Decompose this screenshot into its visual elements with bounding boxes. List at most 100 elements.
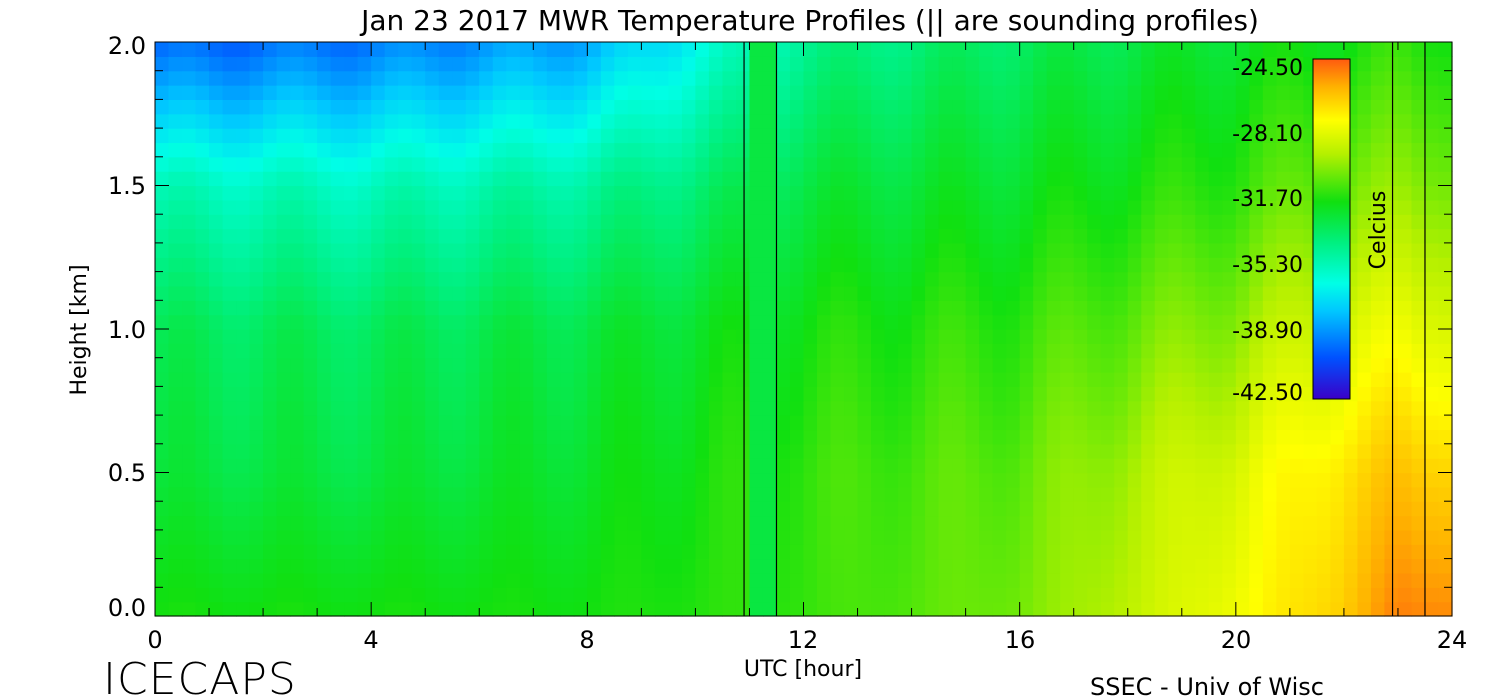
heatmap-cell xyxy=(1343,601,1359,617)
heatmap-cell xyxy=(1397,515,1413,531)
heatmap-cell xyxy=(871,587,886,603)
heatmap-cell xyxy=(263,472,278,488)
heatmap-cell xyxy=(965,42,980,57)
heatmap-cell xyxy=(506,271,521,287)
heatmap-cell xyxy=(1249,443,1264,459)
heatmap-cell xyxy=(236,214,251,230)
heatmap-cell xyxy=(222,228,237,244)
heatmap-cell xyxy=(222,300,237,316)
heatmap-cell xyxy=(1384,42,1399,57)
heatmap-cell xyxy=(492,70,507,86)
heatmap-cell xyxy=(560,56,575,72)
heatmap-cell xyxy=(168,300,183,316)
heatmap-cell xyxy=(384,329,399,344)
heatmap-cell xyxy=(803,572,818,588)
heatmap-cell xyxy=(1046,199,1061,215)
heatmap-cell xyxy=(155,357,170,373)
heatmap-cell xyxy=(1127,458,1142,474)
heatmap-cell xyxy=(735,587,751,603)
heatmap-cell xyxy=(1438,42,1453,57)
heatmap-cell xyxy=(1343,501,1359,517)
heatmap-cell xyxy=(236,257,251,273)
heatmap-cell xyxy=(1208,199,1223,215)
heatmap-cell xyxy=(1316,558,1332,574)
heatmap-cell xyxy=(384,587,399,603)
heatmap-cell xyxy=(938,113,953,129)
heatmap-cell xyxy=(1154,601,1169,617)
heatmap-cell xyxy=(1073,501,1088,517)
heatmap-cell xyxy=(155,70,170,86)
heatmap-cell xyxy=(1019,429,1034,445)
heatmap-cell xyxy=(371,171,386,187)
heatmap-cell xyxy=(1357,400,1372,416)
heatmap-cell xyxy=(195,56,210,72)
heatmap-cell xyxy=(1411,386,1426,402)
heatmap-cell xyxy=(735,343,751,359)
heatmap-cell xyxy=(1168,257,1183,273)
heatmap-cell xyxy=(1249,515,1264,531)
heatmap-cell xyxy=(276,443,291,459)
heatmap-cell xyxy=(209,185,224,201)
heatmap-cell xyxy=(479,214,494,230)
heatmap-cell xyxy=(398,257,413,273)
heatmap-cell xyxy=(871,429,886,445)
heatmap-cell xyxy=(600,329,615,344)
heatmap-cell xyxy=(506,314,521,330)
heatmap-cell xyxy=(168,42,183,57)
heatmap-cell xyxy=(830,42,845,57)
heatmap-cell xyxy=(1114,300,1129,316)
heatmap-cell xyxy=(155,544,170,560)
heatmap-cell xyxy=(1060,529,1075,545)
heatmap-cell xyxy=(1289,587,1304,603)
heatmap-cell xyxy=(1100,429,1115,445)
heatmap-cell xyxy=(600,443,615,459)
heatmap-cell xyxy=(1289,185,1304,201)
heatmap-cell xyxy=(1357,99,1372,115)
heatmap-cell xyxy=(425,300,440,316)
heatmap-cell xyxy=(1181,257,1196,273)
heatmap-cell xyxy=(668,415,683,431)
heatmap-cell xyxy=(411,486,426,502)
heatmap-cell xyxy=(519,314,534,330)
heatmap-cell xyxy=(1397,486,1413,502)
heatmap-cell xyxy=(803,300,818,316)
heatmap-cell xyxy=(263,329,278,344)
heatmap-cell xyxy=(1262,529,1277,545)
heatmap-cell xyxy=(654,558,669,574)
heatmap-cell xyxy=(411,142,426,158)
heatmap-cell xyxy=(357,486,372,502)
heatmap-cell xyxy=(209,85,224,100)
heatmap-cell xyxy=(830,429,845,445)
heatmap-cell xyxy=(330,544,345,560)
heatmap-cell xyxy=(614,142,629,158)
heatmap-cell xyxy=(519,156,534,172)
heatmap-cell xyxy=(182,70,197,86)
heatmap-cell xyxy=(1168,587,1183,603)
heatmap-cell xyxy=(330,343,345,359)
heatmap-cell xyxy=(1087,329,1102,344)
heatmap-cell xyxy=(1411,185,1426,201)
heatmap-cell xyxy=(263,544,278,560)
heatmap-cell xyxy=(1411,472,1426,488)
heatmap-cell xyxy=(641,400,656,416)
heatmap-cell xyxy=(209,214,224,230)
heatmap-cell xyxy=(411,587,426,603)
heatmap-cell xyxy=(182,56,197,72)
heatmap-cell xyxy=(155,300,170,316)
heatmap-cell xyxy=(844,572,859,588)
heatmap-cell xyxy=(1370,544,1386,560)
heatmap-cell xyxy=(708,400,724,416)
heatmap-cell xyxy=(168,171,183,187)
heatmap-cell xyxy=(1141,572,1156,588)
heatmap-cell xyxy=(1195,42,1210,57)
heatmap-cell xyxy=(533,142,548,158)
heatmap-cell xyxy=(438,214,453,230)
heatmap-cell xyxy=(1289,501,1304,517)
heatmap-cell xyxy=(479,458,494,474)
heatmap-cell xyxy=(303,285,318,301)
heatmap-cell xyxy=(938,214,953,230)
heatmap-cell xyxy=(519,99,534,115)
heatmap-cell xyxy=(344,257,359,273)
heatmap-cell xyxy=(695,587,710,603)
heatmap-cell xyxy=(533,42,548,57)
